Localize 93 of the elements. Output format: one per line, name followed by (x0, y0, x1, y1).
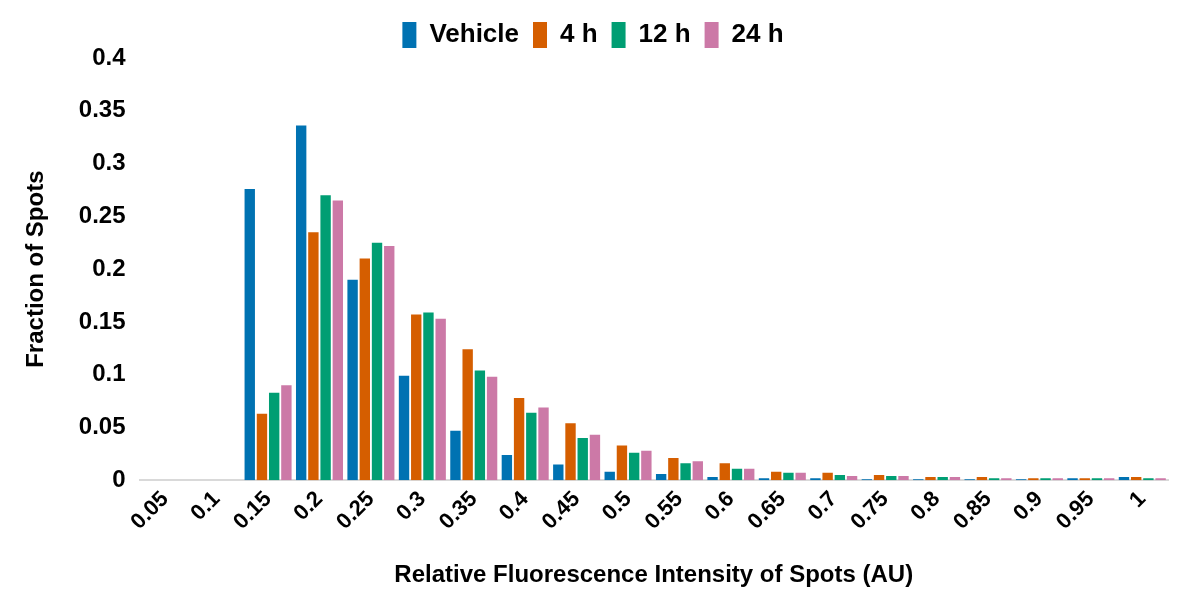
bar (462, 349, 473, 481)
bar (450, 430, 461, 481)
x-tick-label: 0.1 (185, 485, 225, 526)
bar (976, 477, 988, 481)
y-tick-label: 0 (112, 464, 126, 492)
bar (810, 478, 821, 481)
bar (423, 312, 434, 481)
bar (680, 463, 691, 481)
bar (758, 478, 770, 481)
x-tick-label: 0.3 (390, 485, 431, 526)
bar (308, 232, 319, 481)
legend-label: 12 h (638, 18, 691, 49)
bar (873, 474, 885, 481)
bar (474, 370, 486, 481)
bar (719, 463, 730, 481)
bar (589, 434, 601, 481)
legend-label: 24 h (731, 18, 784, 49)
y-axis-title: Fraction of Spots (21, 170, 49, 368)
bar (783, 472, 794, 481)
bar (1040, 478, 1051, 481)
bar (526, 412, 537, 481)
x-axis-title: Relative Fluorescence Intensity of Spots (AU) (394, 560, 914, 588)
y-tick-label: 0.15 (78, 306, 126, 334)
bar (731, 468, 743, 481)
y-tick-label: 0.25 (78, 200, 126, 228)
bar (411, 314, 422, 481)
x-tick-label: 0.8 (905, 485, 945, 526)
bar (988, 478, 1000, 481)
bar (898, 476, 909, 481)
bar (281, 385, 292, 481)
bar (501, 454, 513, 481)
bar (1079, 478, 1090, 481)
bar (435, 318, 446, 481)
x-tick-label: 0.4 (493, 485, 534, 526)
legend-label: Vehicle (429, 18, 520, 49)
bar (707, 477, 718, 481)
bar (347, 279, 358, 481)
bar (744, 468, 755, 481)
bar (384, 245, 395, 481)
bar (886, 476, 897, 481)
bar (359, 258, 371, 481)
bar (795, 472, 806, 481)
y-tick-label: 0.35 (78, 95, 126, 123)
bar (1001, 478, 1012, 481)
bar (616, 445, 628, 481)
x-tick-label: 0.2 (288, 485, 328, 526)
bar (1028, 478, 1039, 481)
bar (1143, 478, 1154, 481)
bar (771, 471, 782, 481)
bar (1091, 478, 1103, 481)
bar (925, 477, 936, 481)
bar (937, 477, 948, 481)
x-tick-label: 0.9 (1007, 485, 1048, 526)
bar (834, 474, 846, 481)
bar (668, 458, 679, 481)
bar (577, 438, 588, 481)
bar (398, 375, 410, 481)
bar (692, 461, 703, 481)
y-tick-label: 0.1 (92, 359, 126, 387)
bar (320, 195, 331, 481)
bar (513, 397, 525, 481)
bar (641, 450, 652, 481)
bar (604, 471, 615, 481)
bar (655, 473, 667, 481)
y-tick-label: 0.2 (92, 253, 126, 281)
y-tick-label: 0.05 (78, 412, 126, 440)
bar (949, 477, 961, 481)
bar (1130, 477, 1142, 481)
bar (244, 188, 255, 481)
bar (553, 464, 564, 481)
x-tick-label: 0.7 (802, 485, 842, 526)
x-tick-label: 0.6 (699, 485, 739, 526)
bar (1067, 478, 1078, 481)
x-tick-label: 0.5 (596, 485, 636, 526)
bar (1155, 478, 1166, 481)
bar (1103, 478, 1115, 481)
bar (846, 476, 858, 481)
x-tick-label: 1 (1123, 485, 1151, 513)
bar (371, 242, 383, 481)
bar (628, 452, 640, 481)
bar (256, 413, 268, 481)
bar (822, 472, 833, 481)
y-tick-label: 0.3 (92, 148, 126, 176)
bar (1118, 477, 1130, 481)
bar (295, 125, 307, 481)
bar (565, 423, 576, 481)
bar (1052, 478, 1063, 481)
y-tick-label: 0.4 (92, 42, 127, 70)
bar (486, 376, 498, 481)
bar (538, 407, 549, 481)
bar (268, 392, 280, 481)
bar (332, 200, 344, 481)
legend-label: 4 h (560, 18, 598, 49)
